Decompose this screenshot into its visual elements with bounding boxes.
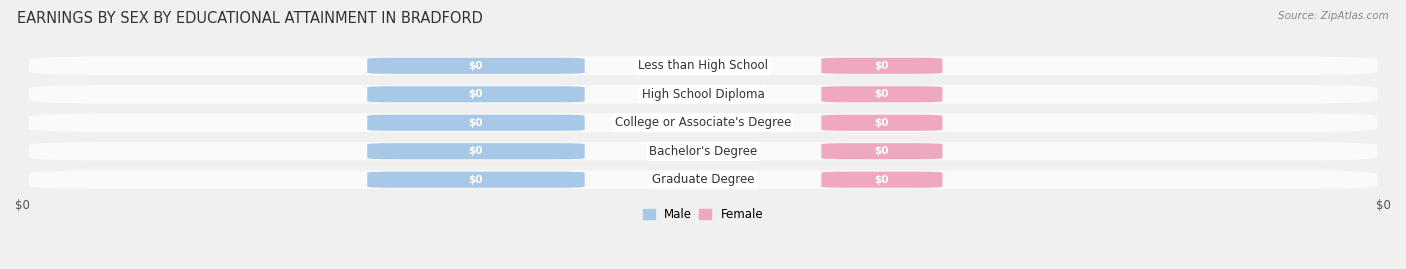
Text: $0: $0 (875, 61, 889, 71)
FancyBboxPatch shape (367, 86, 585, 102)
FancyBboxPatch shape (367, 115, 585, 131)
FancyBboxPatch shape (821, 172, 942, 188)
Text: $0: $0 (15, 199, 30, 212)
Text: Bachelor's Degree: Bachelor's Degree (650, 145, 756, 158)
Text: $0: $0 (875, 146, 889, 156)
FancyBboxPatch shape (367, 143, 585, 159)
Text: $0: $0 (468, 89, 484, 99)
Text: $0: $0 (468, 61, 484, 71)
Text: Less than High School: Less than High School (638, 59, 768, 72)
FancyBboxPatch shape (367, 58, 585, 74)
FancyBboxPatch shape (28, 56, 1378, 75)
FancyBboxPatch shape (821, 115, 942, 131)
Text: Graduate Degree: Graduate Degree (652, 173, 754, 186)
FancyBboxPatch shape (367, 172, 585, 188)
Text: $0: $0 (875, 175, 889, 185)
Text: $0: $0 (468, 146, 484, 156)
Text: $0: $0 (468, 175, 484, 185)
FancyBboxPatch shape (821, 86, 942, 102)
Text: High School Diploma: High School Diploma (641, 88, 765, 101)
FancyBboxPatch shape (821, 143, 942, 159)
Text: College or Associate's Degree: College or Associate's Degree (614, 116, 792, 129)
Text: $0: $0 (875, 118, 889, 128)
Text: $0: $0 (1376, 199, 1391, 212)
FancyBboxPatch shape (28, 114, 1378, 132)
FancyBboxPatch shape (28, 171, 1378, 189)
Text: EARNINGS BY SEX BY EDUCATIONAL ATTAINMENT IN BRADFORD: EARNINGS BY SEX BY EDUCATIONAL ATTAINMEN… (17, 11, 482, 26)
Legend: Male, Female: Male, Female (638, 203, 768, 225)
FancyBboxPatch shape (28, 142, 1378, 161)
Text: $0: $0 (468, 118, 484, 128)
Text: Source: ZipAtlas.com: Source: ZipAtlas.com (1278, 11, 1389, 21)
Text: $0: $0 (875, 89, 889, 99)
FancyBboxPatch shape (28, 85, 1378, 104)
FancyBboxPatch shape (821, 58, 942, 74)
